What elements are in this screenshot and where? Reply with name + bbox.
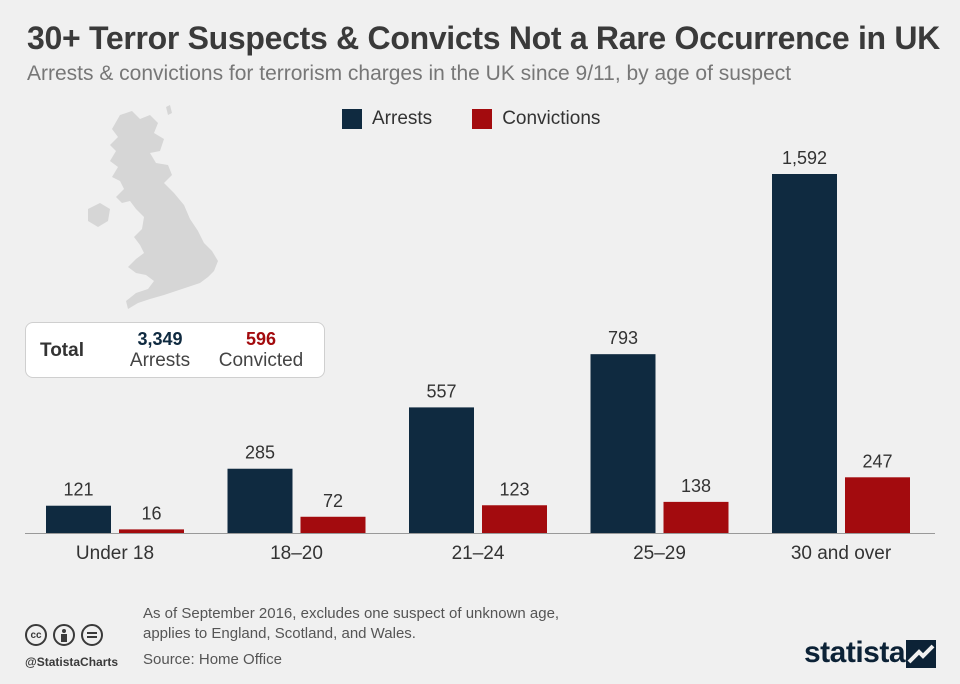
- footer-source: Source: Home Office: [143, 651, 282, 668]
- legend-label-convictions: Convictions: [502, 108, 601, 129]
- data-label-convictions-3: 138: [681, 476, 711, 496]
- no-derivatives-icon: [81, 624, 103, 646]
- total-label: Total: [40, 340, 84, 361]
- data-label-arrests-0: 121: [63, 480, 93, 500]
- bar-convictions-1: [300, 516, 366, 533]
- bar-arrests-3: [590, 354, 656, 533]
- x-tick-label-2: 21–24: [452, 543, 505, 564]
- legend-swatch-arrests: [342, 109, 362, 129]
- x-tick-label-0: Under 18: [76, 543, 154, 564]
- data-label-convictions-1: 72: [323, 491, 343, 511]
- bar-convictions-4: [845, 477, 910, 533]
- legend-item-arrests: Arrests: [342, 108, 432, 130]
- footer-note: As of September 2016, excludes one suspe…: [143, 604, 559, 644]
- bar-convictions-3: [663, 501, 729, 533]
- bar-convictions-0: [119, 529, 184, 533]
- total-convicted-label: Convicted: [218, 350, 304, 371]
- bar-arrests-0: [46, 505, 111, 533]
- bar-convictions-2: [482, 505, 547, 533]
- data-label-convictions-0: 16: [141, 503, 161, 523]
- legend-label-arrests: Arrests: [372, 108, 433, 129]
- legend-swatch-convictions: [472, 109, 493, 129]
- x-tick-label-1: 18–20: [270, 543, 323, 564]
- license-icons: cc: [25, 624, 109, 646]
- footer-note-line2: applies to England, Scotland, and Wales.: [143, 625, 416, 642]
- bar-chart: 121 16 Under 18 285 72 18–20 557 123 21–24 793 138…: [25, 148, 935, 564]
- chart-subtitle: Arrests & convictions for terrorism char…: [27, 62, 792, 85]
- total-convicted-value: 596: [245, 329, 277, 349]
- total-arrests: 3,349 Arrests: [112, 329, 208, 372]
- chart-title: 30+ Terror Suspects & Convicts Not a Rar…: [27, 20, 940, 56]
- statista-logo-icon: [906, 640, 936, 668]
- data-label-arrests-1: 285: [245, 443, 275, 463]
- statista-handle[interactable]: @StatistaCharts: [25, 655, 119, 669]
- data-label-arrests-2: 557: [426, 381, 456, 401]
- data-label-convictions-4: 247: [862, 451, 892, 471]
- data-label-arrests-3: 793: [608, 328, 638, 348]
- statista-logo-text[interactable]: statista: [804, 636, 906, 669]
- footer-note-line1: As of September 2016, excludes one suspe…: [143, 605, 560, 622]
- attribution-icon: [53, 624, 75, 646]
- data-label-convictions-2: 123: [499, 479, 529, 499]
- legend-item-convictions: Convictions: [472, 108, 600, 130]
- bar-arrests-2: [409, 407, 474, 533]
- total-arrests-value: 3,349: [137, 329, 183, 349]
- bar-arrests-4: [772, 174, 837, 533]
- creative-commons-icon: cc: [25, 624, 47, 646]
- bar-arrests-1: [227, 468, 293, 533]
- total-summary-box: Total 3,349 Arrests 596 Convicted: [25, 322, 325, 378]
- x-tick-label-3: 25–29: [633, 543, 686, 564]
- data-label-arrests-4: 1,592: [782, 148, 827, 168]
- total-convicted: 596 Convicted: [206, 329, 316, 372]
- uk-map-icon: [88, 105, 218, 309]
- total-arrests-label: Arrests: [129, 350, 191, 371]
- legend: Arrests Convictions: [342, 108, 640, 130]
- x-tick-label-4: 30 and over: [791, 543, 892, 564]
